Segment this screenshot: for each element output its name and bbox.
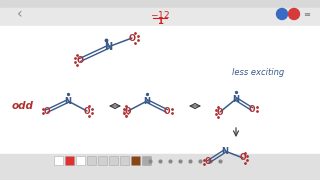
Bar [0, 26, 320, 154]
FancyBboxPatch shape [54, 156, 63, 165]
Text: less exciting: less exciting [232, 68, 284, 76]
FancyBboxPatch shape [99, 156, 108, 165]
FancyBboxPatch shape [142, 156, 151, 165]
Text: $-12$: $-12$ [150, 8, 170, 19]
Text: O: O [240, 154, 246, 163]
Text: O: O [217, 107, 223, 116]
Text: O: O [125, 107, 131, 116]
Text: 1: 1 [157, 17, 163, 26]
Text: O: O [129, 33, 135, 42]
Text: O: O [249, 105, 255, 114]
Text: O: O [76, 55, 84, 64]
Text: O: O [84, 107, 90, 116]
FancyBboxPatch shape [109, 156, 118, 165]
Text: ≡: ≡ [303, 10, 310, 19]
Bar [0, 0, 320, 8]
Text: N: N [233, 94, 239, 103]
FancyBboxPatch shape [66, 156, 75, 165]
Circle shape [289, 8, 300, 19]
Text: N: N [143, 96, 150, 105]
FancyBboxPatch shape [76, 156, 85, 165]
Text: ‹: ‹ [17, 7, 23, 21]
Text: O: O [164, 107, 170, 116]
FancyBboxPatch shape [87, 156, 97, 165]
FancyBboxPatch shape [132, 156, 140, 165]
FancyBboxPatch shape [121, 156, 130, 165]
Text: odd: odd [12, 101, 34, 111]
Text: N: N [104, 42, 112, 52]
Bar [0, 8, 320, 26]
Circle shape [276, 8, 287, 19]
Text: N: N [221, 147, 228, 156]
Text: O: O [205, 158, 211, 166]
Text: O: O [44, 107, 50, 116]
Bar [0, 154, 320, 180]
Text: N: N [65, 96, 71, 105]
